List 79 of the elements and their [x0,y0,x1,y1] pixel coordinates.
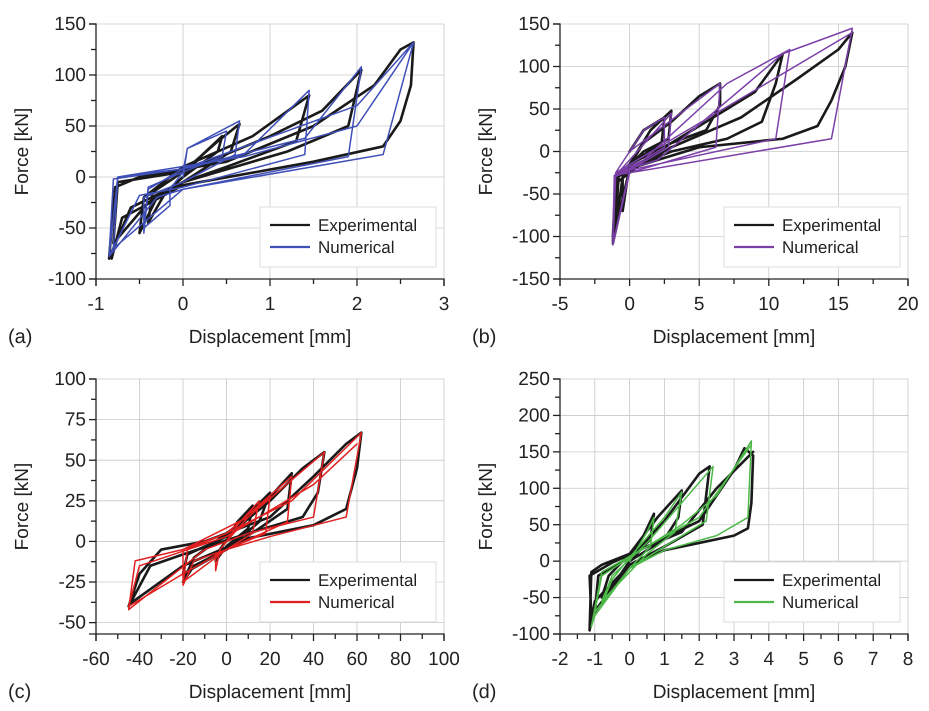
x-tick-label: 3 [728,648,740,670]
y-axis-title: Force [kN] [12,108,33,196]
text: (c) [8,681,32,703]
legend-label: Numerical [318,593,395,612]
y-tick-label: 200 [518,406,550,427]
y-tick-label: 50 [64,450,86,472]
legend-label: Numerical [782,238,859,257]
y-tick-label: 0 [75,167,86,188]
x-tick-label: 0 [624,294,635,315]
y-tick-label: 100 [54,369,86,390]
y-tick-label: 50 [528,514,550,536]
x-tick-label: 100 [428,648,460,670]
y-tick-label: 100 [54,65,86,86]
x-axis-title: Displacement [mm] [652,327,816,348]
x-tick-label: -2 [552,648,568,670]
x-tick-label: 5 [798,648,809,670]
x-tick-label: 5 [694,294,704,315]
y-tick-label: -100 [512,624,550,646]
y-tick-label: -100 [48,269,86,290]
x-tick-label: -40 [126,648,154,670]
x-tick-label: 15 [828,294,849,315]
y-tick-label: 50 [64,116,86,138]
x-tick-label: 1 [659,648,670,670]
x-axis-title: Displacement [mm] [188,327,352,348]
x-tick-label: 40 [302,648,324,670]
y-tick-label: -50 [58,218,86,240]
x-tick-label: 3 [438,294,450,315]
legend-label: Numerical [782,593,859,612]
y-tick-label: -150 [512,269,550,290]
y-tick-label: 0 [539,551,550,572]
y-tick-label: 150 [54,14,86,36]
y-tick-label: 100 [518,478,550,500]
y-tick-label: 75 [64,410,86,431]
x-tick-label: 7 [868,648,878,670]
y-tick-label: 100 [518,56,550,78]
y-tick-label: 150 [518,442,550,463]
legend-label: Numerical [318,238,395,257]
x-tick-label: -1 [586,648,604,670]
x-tick-label: -5 [552,294,568,315]
text: (d) [472,681,496,703]
x-tick-label: 6 [833,648,844,670]
x-tick-label: 4 [764,648,775,670]
y-tick-label: 0 [75,532,86,552]
x-tick-label: 60 [346,648,368,670]
x-tick-label: 8 [902,648,914,670]
x-tick-label: -60 [82,648,110,670]
x-tick-label: 0 [178,294,188,315]
y-tick-label: -50 [58,612,86,634]
x-tick-label: 80 [390,648,412,670]
x-tick-label: -20 [169,648,197,670]
y-tick-label: 50 [528,99,550,120]
text: (b) [472,326,496,348]
y-tick-label: 25 [64,490,86,512]
y-tick-label: -50 [522,588,550,609]
legend-label: Experimental [782,571,882,590]
x-tick-label: -1 [88,294,104,315]
x-tick-label: 0 [624,648,635,670]
x-axis-title: Displacement [mm] [652,682,816,703]
x-tick-label: 2 [352,294,362,315]
x-tick-label: 20 [259,648,281,670]
legend-label: Experimental [782,216,882,235]
x-tick-label: 1 [264,294,276,315]
x-tick-label: 10 [758,294,780,315]
y-tick-label: -25 [58,572,86,594]
legend-label: Experimental [318,571,418,590]
x-tick-label: 20 [897,294,919,315]
x-tick-label: 0 [221,648,232,670]
y-axis-title: Force [kN] [12,462,33,550]
x-axis-title: Displacement [mm] [188,682,352,703]
y-axis-title: Force [kN] [476,108,497,196]
y-axis-title: Force [kN] [476,462,497,550]
y-tick-label: -100 [512,226,550,248]
legend-label: Experimental [318,216,418,235]
x-tick-label: 2 [694,648,704,670]
text: (a) [8,326,32,348]
y-tick-label: 0 [539,142,550,163]
y-tick-label: -50 [522,184,550,206]
y-tick-label: 250 [518,369,550,390]
y-tick-label: 150 [518,14,550,36]
